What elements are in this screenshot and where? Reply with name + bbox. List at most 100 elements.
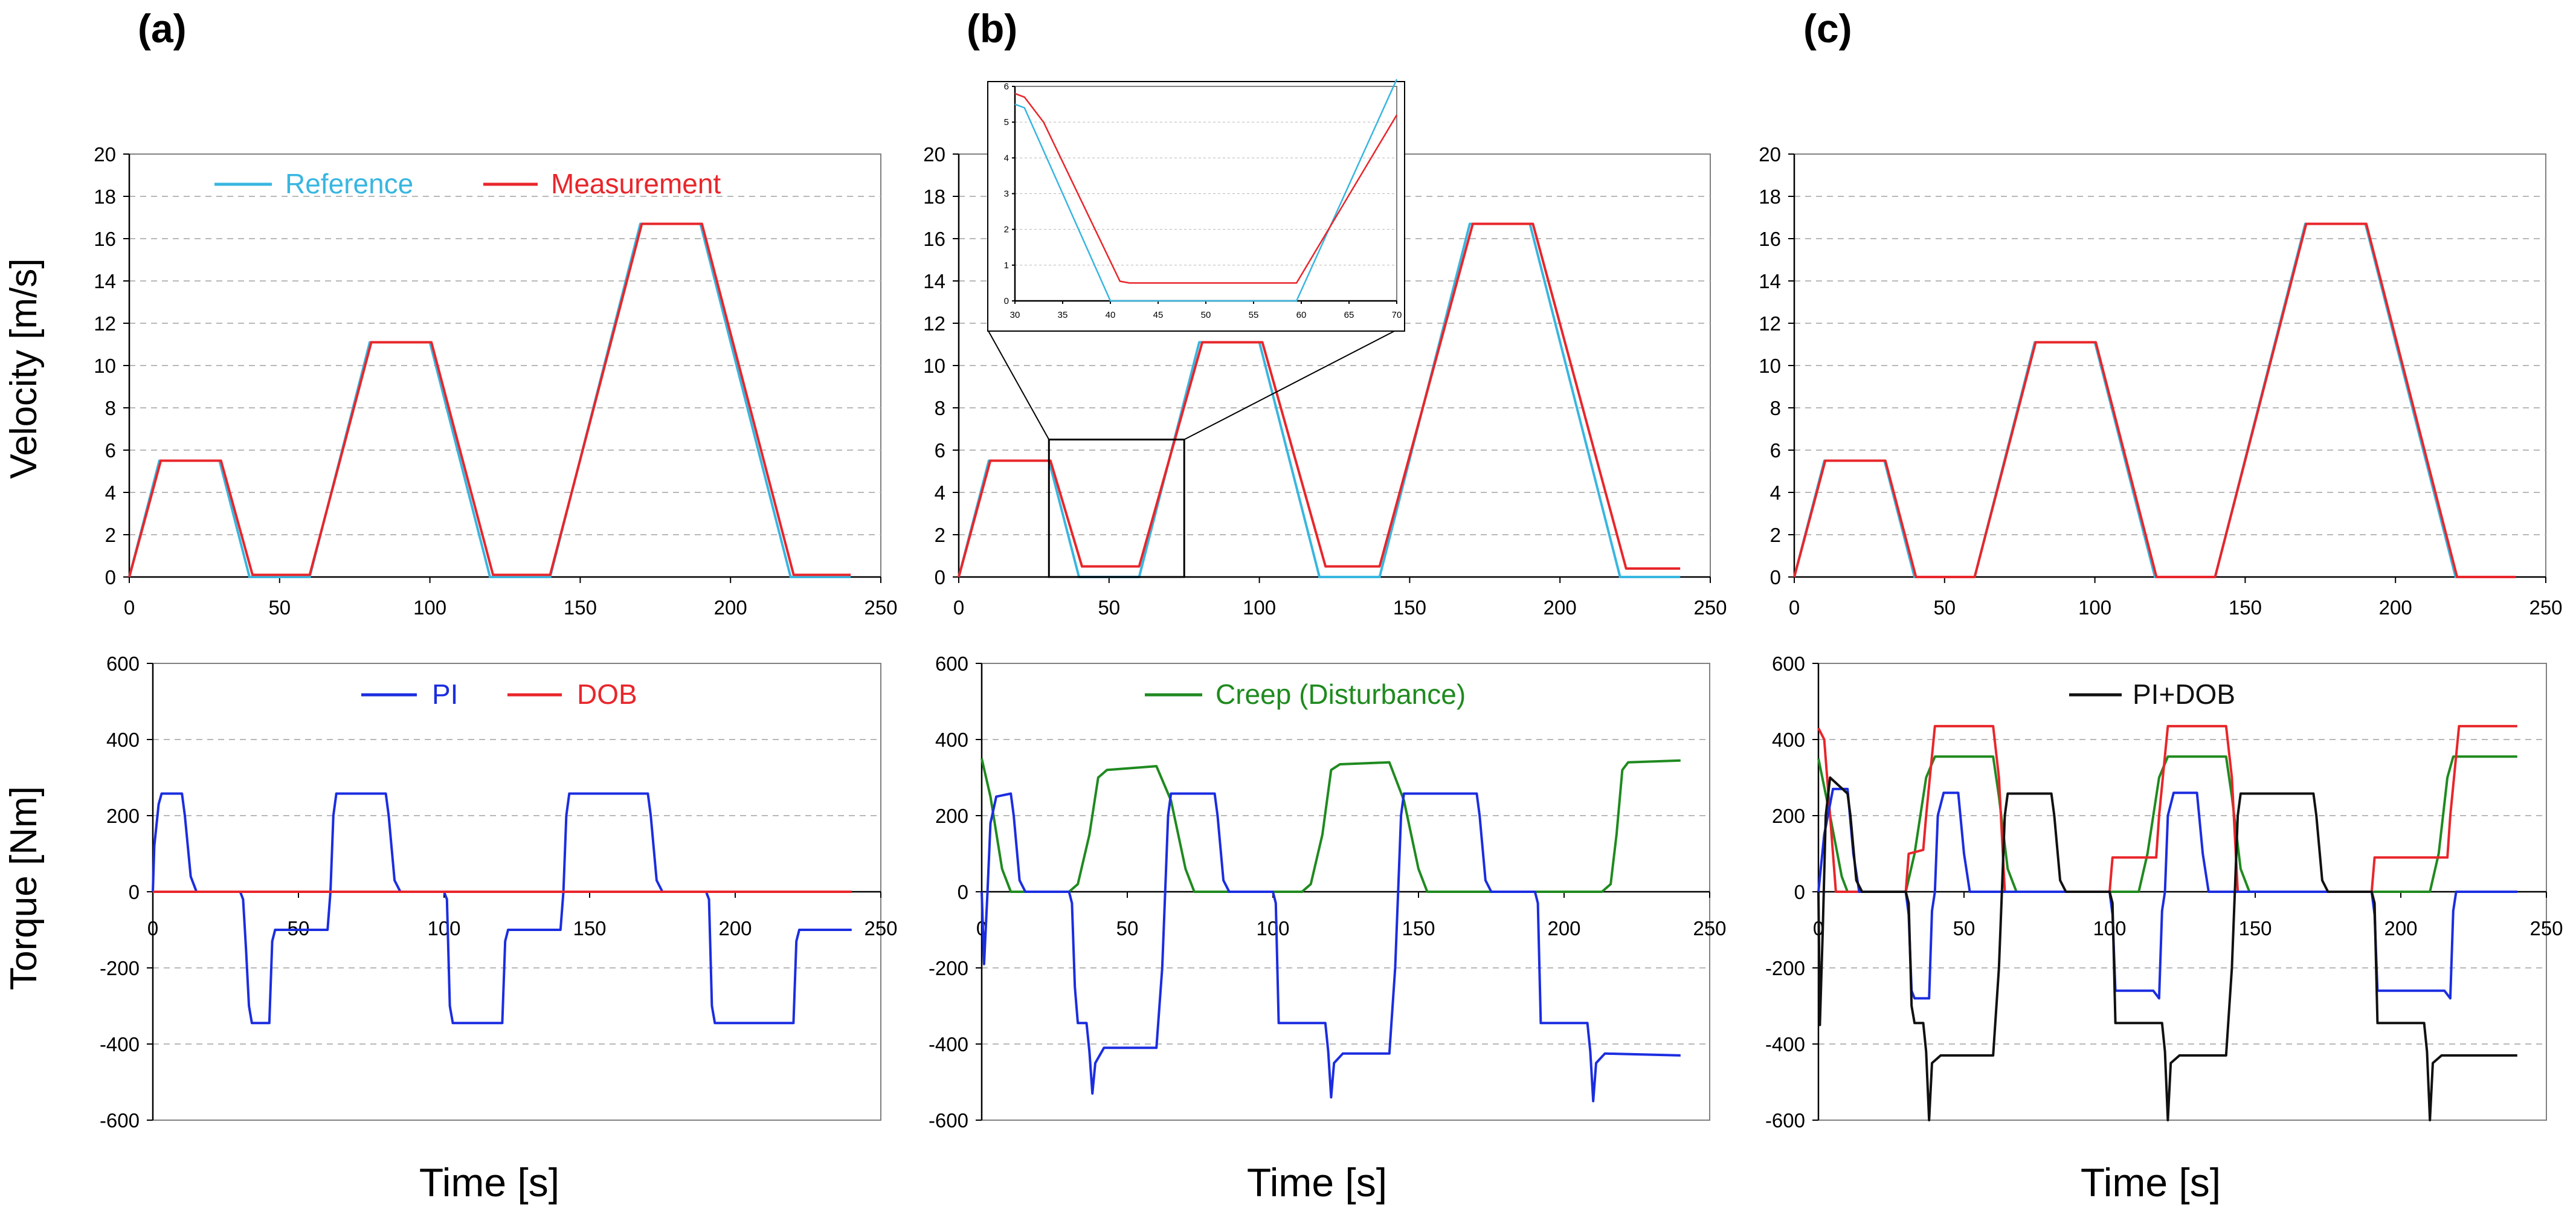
y-tick-label: 5 bbox=[1004, 117, 1009, 127]
y-tick-label: 6 bbox=[1004, 82, 1009, 92]
y-tick-label: 12 bbox=[923, 312, 945, 335]
x-tick-label: 40 bbox=[1106, 310, 1116, 320]
x-tick-label: 30 bbox=[1010, 310, 1020, 320]
x-tick-label: 200 bbox=[1544, 596, 1577, 619]
legend-dob-label: DOB bbox=[577, 678, 637, 710]
y-tick-label: -400 bbox=[929, 1033, 968, 1055]
y-tick-label: 2 bbox=[1770, 524, 1781, 546]
x-tick-label: 250 bbox=[864, 917, 897, 939]
zoom-connector-left bbox=[987, 329, 1050, 440]
x-tick-label: 200 bbox=[714, 596, 747, 619]
series-dob bbox=[1817, 724, 2517, 893]
series-pi-dob bbox=[1817, 776, 2517, 1121]
series-measurement bbox=[1014, 92, 1398, 284]
chart-a-torque: -600 -400 -200 0 200 400 600 0 50 100 150 200 250 bbox=[100, 653, 898, 1132]
x-tick-label: 50 bbox=[268, 596, 291, 619]
y-tick-label: 0 bbox=[105, 566, 116, 588]
x-tick-label: 45 bbox=[1153, 310, 1164, 320]
x-tick-label: 50 bbox=[1201, 310, 1211, 320]
time-axis-label-b: Time [s] bbox=[1247, 1160, 1387, 1205]
legend-creep-label: Creep (Disturbance) bbox=[1216, 678, 1466, 710]
y-tick-label: -200 bbox=[100, 957, 140, 979]
y-tick-label: 2 bbox=[1004, 225, 1009, 235]
x-tick-label: 250 bbox=[864, 596, 897, 619]
y-tick-label: 600 bbox=[935, 653, 968, 675]
y-tick-label: 10 bbox=[94, 355, 116, 377]
y-tick-label: 16 bbox=[94, 228, 116, 250]
y-tick-label: -200 bbox=[929, 957, 968, 979]
y-tick-label: 0 bbox=[1794, 881, 1805, 903]
x-tick-label: 0 bbox=[147, 917, 158, 939]
legend-c-torque: PI+DOB bbox=[2069, 678, 2235, 710]
y-tick-label: 8 bbox=[105, 397, 116, 419]
series-creep-disturbance- bbox=[980, 758, 1681, 893]
time-axis-label-c: Time [s] bbox=[2081, 1160, 2221, 1205]
series-measurement bbox=[1793, 222, 2516, 578]
x-tick-label: 100 bbox=[1256, 917, 1289, 939]
panel-label-a: (a) bbox=[138, 6, 187, 51]
y-tick-label: -600 bbox=[929, 1109, 968, 1132]
y-tick-label: 200 bbox=[1772, 805, 1805, 827]
x-tick-label: 200 bbox=[2384, 917, 2417, 939]
y-tick-label: -600 bbox=[100, 1109, 140, 1132]
panel-label-c: (c) bbox=[1803, 6, 1852, 51]
y-tick-label: 3 bbox=[1004, 189, 1009, 199]
x-tick-label: 100 bbox=[427, 917, 460, 939]
x-tick-label: 0 bbox=[953, 596, 964, 619]
torque-axis-label: Torque [Nm] bbox=[3, 786, 45, 990]
x-tick-label: 50 bbox=[1098, 596, 1120, 619]
y-tick-label: 14 bbox=[94, 270, 116, 292]
x-tick-label: 150 bbox=[1402, 917, 1435, 939]
series-pi bbox=[980, 792, 1681, 1103]
x-tick-label: 100 bbox=[413, 596, 446, 619]
legend-measurement-label: Measurement bbox=[551, 168, 721, 199]
x-tick-label: 50 bbox=[1116, 917, 1139, 939]
x-tick-label: 250 bbox=[2529, 596, 2562, 619]
x-tick-label: 0 bbox=[124, 596, 135, 619]
y-tick-label: 0 bbox=[129, 881, 140, 903]
y-tick-label: 12 bbox=[1759, 312, 1781, 335]
y-tick-label: 8 bbox=[1770, 397, 1781, 419]
x-tick-label: 150 bbox=[573, 917, 606, 939]
y-tick-label: -200 bbox=[1765, 957, 1805, 979]
y-tick-label: -400 bbox=[1765, 1033, 1805, 1055]
x-tick-label: 150 bbox=[1393, 596, 1426, 619]
legend-pidob-label: PI+DOB bbox=[2133, 678, 2235, 710]
x-tick-label: 100 bbox=[2093, 917, 2126, 939]
y-tick-label: 4 bbox=[935, 482, 945, 504]
y-tick-label: 20 bbox=[1759, 143, 1781, 166]
x-tick-label: 50 bbox=[1933, 596, 1956, 619]
velocity-axis-label: Velocity [m/s] bbox=[3, 258, 45, 479]
y-tick-label: 12 bbox=[94, 312, 116, 335]
x-tick-label: 0 bbox=[1789, 596, 1800, 619]
y-tick-label: 400 bbox=[106, 729, 140, 751]
y-tick-label: 400 bbox=[1772, 729, 1805, 751]
y-tick-label: 6 bbox=[105, 439, 116, 462]
legend-pi-label: PI bbox=[432, 678, 458, 710]
y-tick-label: 4 bbox=[105, 482, 116, 504]
x-tick-label: 70 bbox=[1392, 310, 1402, 320]
y-tick-label: 200 bbox=[935, 805, 968, 827]
y-tick-label: 16 bbox=[923, 228, 945, 250]
x-tick-label: 35 bbox=[1058, 310, 1068, 320]
y-tick-label: 2 bbox=[105, 524, 116, 546]
x-tick-label: 60 bbox=[1296, 310, 1307, 320]
y-tick-label: 600 bbox=[1772, 653, 1805, 675]
y-tick-label: 8 bbox=[935, 397, 945, 419]
x-tick-label: 150 bbox=[2229, 596, 2262, 619]
y-tick-label: 200 bbox=[106, 805, 140, 827]
y-tick-label: 14 bbox=[923, 270, 945, 292]
y-tick-label: -400 bbox=[100, 1033, 140, 1055]
y-tick-label: 14 bbox=[1759, 270, 1781, 292]
x-tick-label: 200 bbox=[2379, 596, 2412, 619]
y-tick-label: 10 bbox=[1759, 355, 1781, 377]
y-tick-label: 18 bbox=[923, 185, 945, 208]
x-tick-label: 150 bbox=[564, 596, 597, 619]
y-tick-label: 16 bbox=[1759, 228, 1781, 250]
x-tick-label: 50 bbox=[288, 917, 310, 939]
